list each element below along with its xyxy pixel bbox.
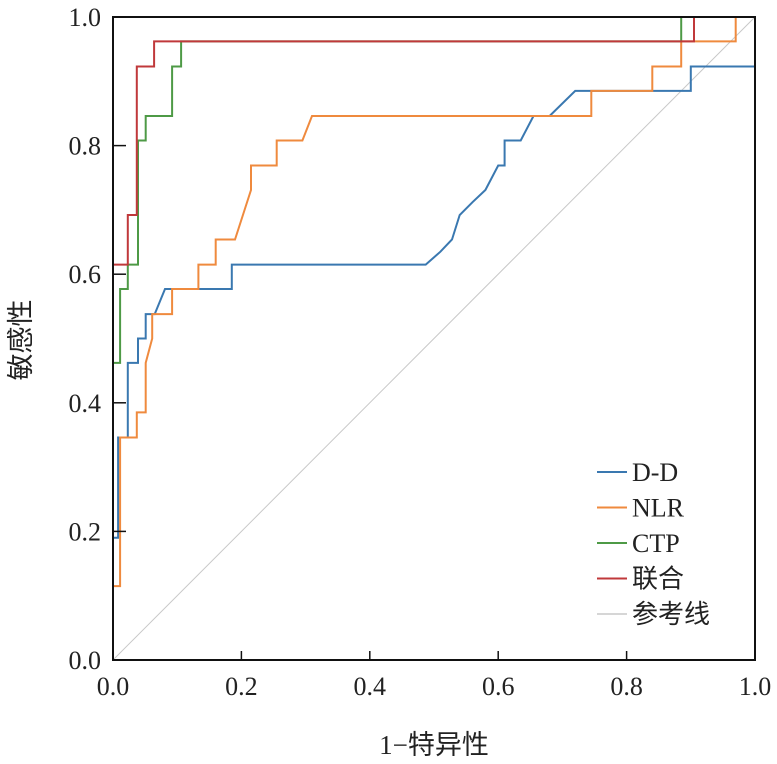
legend-label: 参考线 — [632, 600, 710, 629]
y-axis-label: 敏感性 — [6, 300, 36, 381]
y-tick-label: 0.2 — [69, 517, 102, 546]
series-line-4 — [112, 16, 756, 661]
x-tick-label: 0.6 — [482, 672, 515, 701]
y-tick-label: 0.8 — [69, 132, 102, 161]
series-layer — [112, 16, 756, 661]
x-tick-label: 0.2 — [225, 672, 258, 701]
series-line-0 — [113, 17, 756, 539]
x-tick-label: 0.8 — [610, 672, 643, 701]
y-tick-label: 0.4 — [69, 389, 102, 418]
x-axis-label: 1−特异性 — [379, 730, 489, 760]
x-tick-label: 1.0 — [739, 672, 772, 701]
x-tick-label: 0.4 — [354, 672, 387, 701]
y-tick-label: 1.0 — [69, 3, 102, 32]
legend-label: CTP — [632, 529, 680, 558]
y-tick-label: 0.6 — [69, 260, 102, 289]
legend-label: NLR — [632, 494, 685, 523]
x-tick-label: 0.0 — [97, 672, 130, 701]
series-line-3 — [112, 16, 755, 660]
legend-label: 联合 — [632, 565, 684, 594]
series-line-1 — [112, 16, 755, 660]
y-tick-label: 0.0 — [69, 646, 102, 675]
plot-frame — [112, 16, 756, 661]
legend-label: D-D — [632, 458, 678, 487]
ticks-layer: 0.0 0.2 0.4 0.6 0.8 1.0 0.0 0.2 0.4 0.6 0.8 1.0 — [69, 3, 772, 701]
